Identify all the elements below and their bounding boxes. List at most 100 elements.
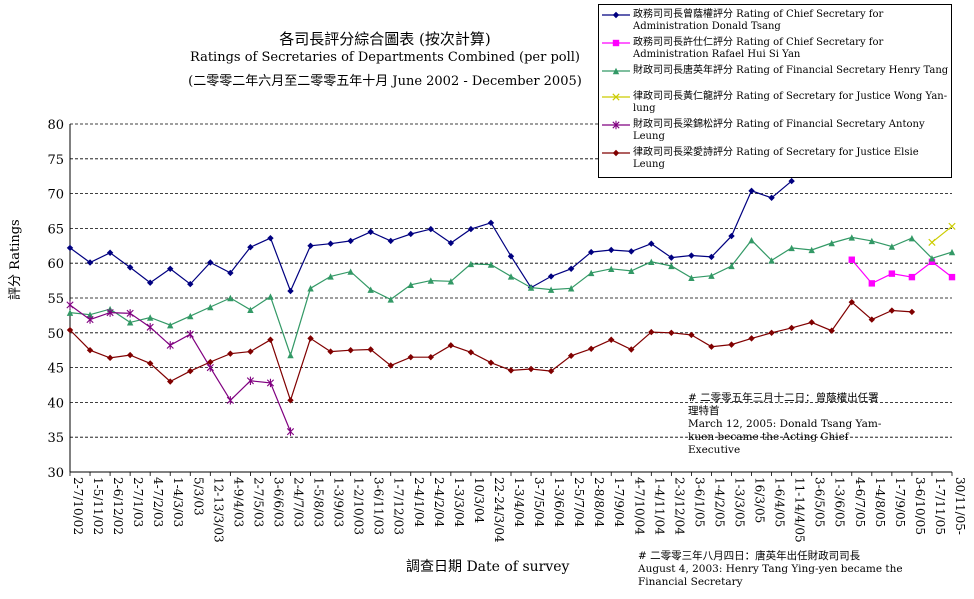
data-point bbox=[788, 324, 795, 332]
data-point bbox=[612, 11, 620, 19]
x-tick-label: 3-6/1/05 bbox=[692, 477, 706, 527]
data-point bbox=[788, 244, 795, 252]
data-point bbox=[908, 273, 916, 281]
data-point bbox=[868, 316, 876, 323]
data-point bbox=[507, 273, 515, 280]
x-tick-label: 1-4/2/05 bbox=[712, 477, 726, 527]
data-point bbox=[126, 264, 134, 271]
data-point bbox=[848, 234, 855, 241]
data-point bbox=[407, 281, 414, 288]
x-tick-label: 4-7/2/03 bbox=[151, 477, 165, 527]
data-point bbox=[126, 351, 134, 359]
data-point bbox=[507, 253, 515, 260]
x-tick-label: 1-4/11/04 bbox=[652, 477, 666, 535]
data-point bbox=[668, 254, 675, 261]
y-tick-label: 60 bbox=[47, 257, 64, 272]
data-point bbox=[267, 336, 274, 343]
data-point bbox=[146, 360, 154, 367]
data-point bbox=[387, 362, 394, 369]
data-point bbox=[307, 285, 314, 292]
data-point bbox=[187, 367, 194, 375]
y-axis-label: 評分 Ratings bbox=[8, 219, 23, 300]
chart-title-english: Ratings of Secretaries of Departments Co… bbox=[189, 50, 580, 65]
series-1 bbox=[848, 256, 956, 287]
data-point bbox=[467, 260, 475, 268]
data-point bbox=[728, 232, 735, 240]
x-tick-label: 1-3/6/05 bbox=[833, 477, 847, 527]
data-point bbox=[612, 149, 620, 157]
data-point bbox=[708, 253, 715, 261]
data-point bbox=[668, 262, 675, 270]
x-tick-label: 1-3/6/04 bbox=[552, 477, 566, 528]
data-point bbox=[848, 256, 855, 263]
data-point bbox=[427, 277, 435, 284]
x-axis-label: 調查日期 Date of survey bbox=[406, 559, 570, 575]
data-point bbox=[307, 335, 314, 342]
data-point bbox=[126, 309, 134, 318]
data-point bbox=[146, 323, 154, 332]
legend-swatch bbox=[602, 120, 630, 130]
data-point bbox=[567, 285, 575, 292]
data-point bbox=[427, 225, 435, 233]
legend-label: 政務司司長曾蔭權評分 Rating of Chief Secretary for… bbox=[633, 9, 884, 32]
data-point bbox=[708, 343, 715, 350]
legend-label: 律政司司長梁愛詩評分 Rating of Secretary for Justi… bbox=[633, 147, 919, 170]
data-point bbox=[467, 349, 475, 356]
data-point bbox=[527, 284, 535, 291]
annotation-note2-english: August 4, 2003: Henry Tang Ying-yen beca… bbox=[638, 563, 903, 588]
x-tick-label: 1-7/9/05 bbox=[893, 477, 907, 527]
data-point bbox=[547, 273, 555, 280]
x-tick-label: 10/3/04 bbox=[472, 477, 486, 524]
series-line bbox=[69, 304, 292, 432]
x-tick-label: 11-14/4/05 bbox=[793, 477, 807, 543]
chart-legend: 政務司司長曾蔭權評分 Rating of Chief Secretary for… bbox=[598, 4, 952, 178]
data-point bbox=[187, 280, 194, 288]
data-point bbox=[106, 354, 114, 362]
y-tick-label: 65 bbox=[47, 222, 64, 237]
data-point bbox=[612, 93, 620, 101]
data-point bbox=[567, 352, 575, 359]
data-point bbox=[267, 293, 274, 300]
series-line bbox=[69, 301, 912, 403]
x-tick-label: 1-4/3/03 bbox=[171, 477, 185, 527]
data-point bbox=[207, 259, 214, 266]
x-tick-label: 1-3/9/03 bbox=[332, 477, 346, 527]
data-point bbox=[868, 280, 876, 287]
data-point bbox=[407, 353, 414, 361]
data-point bbox=[748, 187, 755, 195]
data-point bbox=[728, 341, 735, 348]
data-point bbox=[688, 252, 695, 259]
x-tick-label: 1-5/11/02 bbox=[91, 477, 105, 535]
y-tick-label: 75 bbox=[47, 153, 64, 168]
data-point bbox=[327, 240, 334, 247]
data-point bbox=[86, 259, 94, 266]
legend-label: 財政司司長唐英年評分 Rating of Financial Secretary… bbox=[633, 65, 949, 76]
data-point bbox=[367, 346, 374, 353]
data-point bbox=[367, 286, 374, 293]
data-point bbox=[948, 273, 956, 281]
y-tick-label: 55 bbox=[47, 292, 64, 307]
data-point bbox=[908, 308, 916, 316]
y-tick-label: 30 bbox=[47, 466, 64, 481]
data-point bbox=[828, 239, 835, 247]
legend-swatch bbox=[602, 149, 630, 157]
x-tick-label: 4-9/4/03 bbox=[231, 477, 245, 527]
legend-swatch bbox=[602, 93, 630, 101]
data-point bbox=[247, 348, 254, 355]
series-5 bbox=[66, 298, 916, 404]
data-point bbox=[928, 255, 936, 262]
data-point bbox=[286, 427, 295, 436]
legend-swatch bbox=[602, 39, 630, 47]
data-point bbox=[167, 265, 174, 272]
data-point bbox=[447, 239, 455, 247]
annotation-note1-english: March 12, 2005: Donald Tsang Yam-kuen be… bbox=[688, 418, 882, 456]
x-tick-label: 16/3/05 bbox=[753, 477, 767, 523]
x-tick-label: 1-3/4/04 bbox=[512, 477, 526, 528]
x-tick-label: 3-6/6/03 bbox=[271, 477, 285, 527]
x-tick-label: 3-6/5/05 bbox=[813, 477, 827, 527]
data-point bbox=[608, 246, 615, 254]
x-tick-label: 1-2/10/03 bbox=[352, 477, 366, 535]
data-point bbox=[612, 120, 620, 130]
data-point bbox=[928, 258, 936, 266]
